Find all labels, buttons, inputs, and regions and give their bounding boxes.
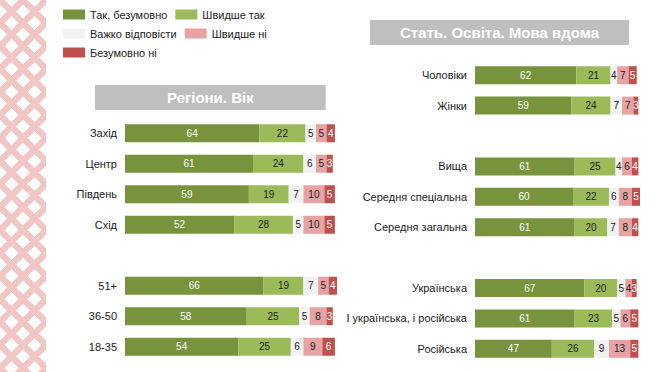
svg-text:5: 5 [321,280,327,291]
svg-text:54: 54 [176,341,188,352]
svg-text:13: 13 [614,343,626,354]
svg-text:Безумовно ні: Безумовно ні [90,47,157,59]
svg-text:Українська: Українська [412,282,468,294]
svg-text:Російська: Російська [418,343,468,355]
svg-text:Швидше так: Швидше так [202,9,265,21]
svg-text:20: 20 [595,283,607,294]
svg-text:62: 62 [520,70,532,81]
svg-text:67: 67 [524,283,536,294]
svg-text:10: 10 [308,189,320,200]
svg-text:5: 5 [318,158,324,169]
svg-text:6: 6 [623,313,629,324]
svg-text:6: 6 [294,341,300,352]
svg-text:25: 25 [590,161,602,172]
svg-text:8: 8 [623,191,629,202]
svg-text:4: 4 [625,282,632,294]
svg-text:3: 3 [327,158,333,169]
svg-text:Так, безумовно: Так, безумовно [90,9,167,21]
svg-text:61: 61 [183,158,195,169]
svg-text:36-50: 36-50 [89,310,117,322]
svg-text:6: 6 [611,191,617,202]
svg-text:5: 5 [318,128,324,139]
svg-text:5: 5 [614,313,620,324]
svg-text:22: 22 [277,128,289,139]
svg-text:28: 28 [258,219,270,230]
svg-text:51+: 51+ [98,280,117,292]
svg-text:9: 9 [599,343,605,354]
svg-text:Південь: Південь [77,188,118,200]
svg-text:6: 6 [326,341,332,352]
svg-text:22: 22 [585,191,597,202]
svg-text:5: 5 [308,128,314,139]
svg-text:І українська, і російська: І українська, і російська [346,312,467,324]
svg-text:7: 7 [610,222,616,233]
svg-text:19: 19 [263,189,275,200]
svg-text:5: 5 [618,283,624,294]
svg-text:Середня спеціальна: Середня спеціальна [363,191,468,203]
svg-text:3: 3 [327,311,333,322]
svg-text:3: 3 [632,283,638,294]
svg-text:Центр: Центр [86,158,118,170]
svg-text:23: 23 [588,313,600,324]
svg-text:58: 58 [180,311,192,322]
svg-text:26: 26 [567,343,579,354]
svg-text:Схід: Схід [95,219,118,231]
svg-text:59: 59 [181,189,193,200]
svg-text:25: 25 [259,341,271,352]
svg-text:5: 5 [327,219,333,230]
svg-text:8: 8 [315,311,321,322]
svg-text:Швидше ні: Швидше ні [212,28,267,40]
svg-text:21: 21 [588,70,600,81]
svg-text:59: 59 [518,100,530,111]
svg-text:61: 61 [519,313,531,324]
svg-text:64: 64 [187,128,199,139]
svg-text:5: 5 [630,70,636,81]
svg-text:20: 20 [585,222,597,233]
svg-text:6: 6 [307,158,313,169]
svg-text:7: 7 [620,70,626,81]
svg-text:25: 25 [267,311,279,322]
svg-text:Важко відповісти: Важко відповісти [90,28,177,40]
svg-text:5: 5 [632,343,638,354]
svg-text:5: 5 [327,189,333,200]
svg-text:Жінки: Жінки [437,100,467,112]
svg-text:18-35: 18-35 [89,341,117,353]
svg-text:8: 8 [623,222,629,233]
svg-text:61: 61 [519,161,531,172]
svg-text:7: 7 [614,100,620,111]
svg-text:Стать. Освіта. Мова вдома: Стать. Освіта. Мова вдома [400,24,600,41]
svg-text:47: 47 [508,343,520,354]
svg-text:19: 19 [278,280,290,291]
svg-text:4: 4 [632,222,638,233]
svg-text:Середня загальна: Середня загальна [374,221,468,233]
svg-text:61: 61 [519,222,531,233]
svg-text:4: 4 [616,161,622,172]
svg-text:Регіони. Вік: Регіони. Вік [167,89,254,106]
svg-text:4: 4 [632,161,638,172]
svg-text:24: 24 [273,158,285,169]
svg-text:5: 5 [295,219,301,230]
svg-text:4: 4 [330,280,336,291]
svg-text:7: 7 [308,280,314,291]
svg-text:5: 5 [633,191,639,202]
svg-text:24: 24 [585,100,597,111]
svg-text:7: 7 [625,100,631,111]
svg-text:9: 9 [310,341,316,352]
svg-text:Вища: Вища [438,160,468,172]
svg-text:10: 10 [308,219,320,230]
svg-text:66: 66 [189,280,201,291]
svg-text:5: 5 [632,313,638,324]
svg-text:Чоловіки: Чоловіки [422,69,467,81]
svg-text:52: 52 [174,219,186,230]
svg-text:Захід: Захід [90,127,118,139]
svg-text:3: 3 [633,100,639,111]
svg-text:60: 60 [518,191,530,202]
svg-text:4: 4 [328,128,334,139]
svg-text:7: 7 [293,189,299,200]
svg-text:4: 4 [611,70,617,81]
svg-text:5: 5 [302,311,308,322]
svg-text:6: 6 [624,161,630,172]
